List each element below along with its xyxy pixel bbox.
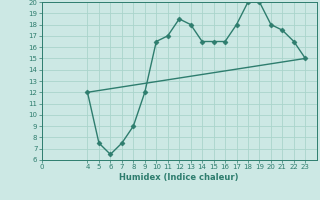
X-axis label: Humidex (Indice chaleur): Humidex (Indice chaleur) bbox=[119, 173, 239, 182]
